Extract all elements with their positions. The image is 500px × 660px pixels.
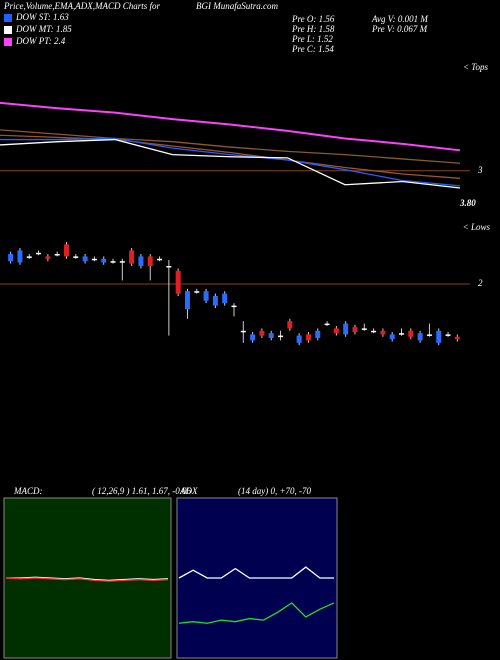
lows-label: < Lows bbox=[463, 222, 491, 232]
price-stat: Pre C: 1.54 bbox=[291, 44, 334, 54]
candle-body bbox=[54, 254, 60, 256]
candle-body bbox=[138, 256, 144, 266]
candle-body bbox=[212, 296, 218, 306]
legend-swatch bbox=[4, 14, 12, 22]
candle-body bbox=[129, 250, 135, 264]
candle-body bbox=[73, 256, 79, 258]
candle-body bbox=[352, 327, 358, 332]
candle-body bbox=[361, 328, 367, 330]
candle-body bbox=[278, 335, 284, 338]
candle-body bbox=[426, 334, 432, 336]
candle-body bbox=[240, 330, 246, 333]
candle-body bbox=[389, 334, 395, 340]
candle-body bbox=[399, 333, 405, 335]
price-stat: Pre H: 1.58 bbox=[291, 24, 335, 34]
line-series bbox=[178, 602, 335, 624]
legend-label: DOW MT: 1.85 bbox=[15, 24, 72, 34]
macd-title: MACD: bbox=[13, 486, 43, 496]
candle-body bbox=[203, 291, 209, 301]
chart-title: Price,Volume,EMA,ADX,MACD Charts for bbox=[3, 1, 160, 11]
candle-body bbox=[101, 258, 107, 263]
candle-body bbox=[26, 256, 32, 258]
candle-body bbox=[63, 244, 69, 257]
candle-body bbox=[45, 256, 51, 259]
legend-swatch bbox=[4, 38, 12, 46]
candle-body bbox=[17, 250, 23, 263]
line-series bbox=[0, 137, 461, 187]
y-tick-label: 3 bbox=[477, 165, 483, 175]
candle-body bbox=[408, 330, 414, 337]
candle-body bbox=[119, 261, 125, 263]
candle-body bbox=[371, 330, 377, 333]
adx-subtitle: (14 day) 0, +70, -70 bbox=[238, 486, 312, 496]
candle-body bbox=[324, 323, 330, 326]
legend-label: DOW PT: 2.4 bbox=[15, 36, 66, 46]
line-series bbox=[0, 129, 461, 164]
candle-body bbox=[91, 258, 97, 261]
candle-body bbox=[343, 323, 349, 335]
y-tick-label: 2 bbox=[478, 278, 483, 288]
candle-body bbox=[36, 252, 42, 255]
line-series bbox=[6, 576, 169, 581]
candle-body bbox=[175, 270, 181, 294]
legend-label: DOW ST: 1.63 bbox=[15, 12, 69, 22]
candle-body bbox=[380, 330, 386, 335]
candle-body bbox=[333, 328, 339, 334]
candle-body bbox=[305, 334, 311, 341]
price-stat: Pre L: 1.52 bbox=[291, 34, 333, 44]
volume-stat: Pre V: 0.067 M bbox=[371, 24, 428, 34]
tops-label: < Tops bbox=[463, 62, 489, 72]
candle-body bbox=[231, 305, 237, 308]
legend-swatch bbox=[4, 26, 12, 34]
volume-stat: Avg V: 0.001 M bbox=[371, 14, 428, 24]
price-label: 3.80 bbox=[459, 198, 476, 208]
candle-body bbox=[147, 256, 153, 266]
candle-body bbox=[184, 291, 190, 310]
candle-body bbox=[454, 336, 460, 340]
candle-body bbox=[194, 291, 200, 293]
candle-body bbox=[166, 266, 172, 268]
line-series bbox=[5, 577, 169, 582]
candle-body bbox=[82, 256, 88, 262]
candle-body bbox=[296, 335, 302, 343]
line-series bbox=[0, 134, 461, 179]
line-series bbox=[0, 101, 461, 152]
candle-body bbox=[8, 254, 14, 262]
candle-body bbox=[287, 321, 293, 329]
candle-body bbox=[250, 334, 256, 341]
candle-body bbox=[259, 330, 265, 336]
macd-subtitle: ( 12,26,9 ) 1.61, 1.67, -0.06 bbox=[92, 486, 191, 496]
line-series bbox=[178, 566, 334, 579]
candle-body bbox=[417, 333, 423, 341]
candle-body bbox=[436, 330, 442, 343]
candle-body bbox=[268, 333, 274, 338]
candle-body bbox=[157, 258, 163, 261]
candle-body bbox=[110, 261, 116, 263]
line-series bbox=[0, 138, 461, 189]
site-name: BGI MunafaSutra.com bbox=[196, 1, 278, 11]
candle-body bbox=[222, 293, 228, 304]
price-stat: Pre O: 1.56 bbox=[291, 14, 335, 24]
candle-body bbox=[445, 334, 451, 336]
candle-body bbox=[315, 330, 321, 338]
adx-title: ADX bbox=[179, 486, 198, 496]
